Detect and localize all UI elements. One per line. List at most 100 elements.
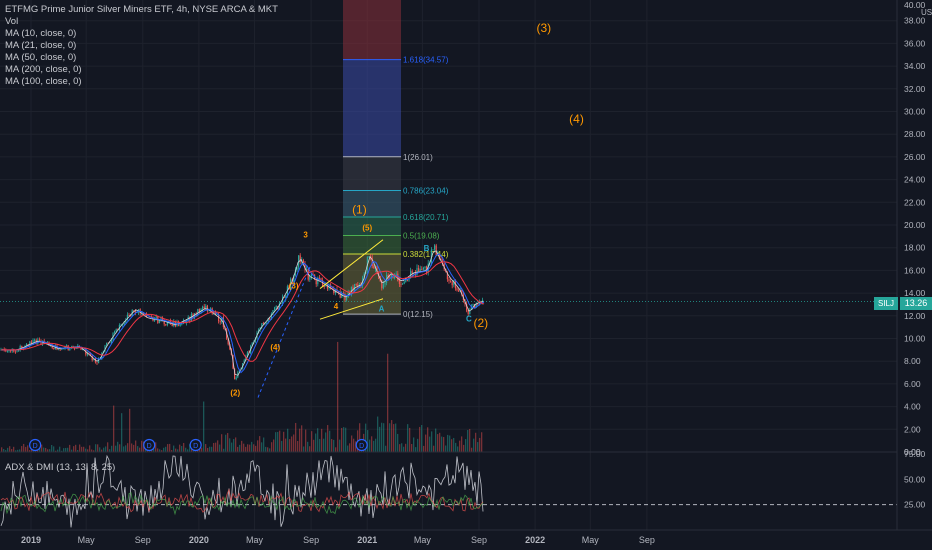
candle-body <box>354 283 356 291</box>
candle-body <box>80 346 82 350</box>
time-axis-tick: May <box>582 535 600 545</box>
candle-body <box>293 275 295 282</box>
dividend-marker-label: D <box>33 443 38 450</box>
volume-bar <box>475 432 477 452</box>
candle-body <box>344 294 346 301</box>
candle-body <box>298 255 300 268</box>
candle-body <box>160 317 162 321</box>
candle-body <box>323 286 325 288</box>
candle-body <box>38 339 40 341</box>
candle-body <box>149 315 151 317</box>
volume-bar <box>371 436 373 452</box>
candle-body <box>10 350 12 352</box>
volume-bar <box>19 449 21 452</box>
legend-volume[interactable]: Vol <box>5 16 19 27</box>
candle-body <box>133 310 135 312</box>
price-axis-tick: 28.00 <box>904 129 926 139</box>
fib-zone <box>343 216 401 236</box>
candle-body <box>262 323 264 325</box>
price-axis-tick: 6.00 <box>904 379 921 389</box>
candle-body <box>77 345 79 347</box>
candle-body <box>325 285 327 287</box>
candle-body <box>451 282 453 286</box>
volume-bar <box>473 438 475 452</box>
dividend-marker <box>189 438 202 452</box>
volume-bar <box>207 447 209 452</box>
candle-body <box>171 322 173 326</box>
volume-bar <box>317 428 319 452</box>
legend-ma-21[interactable]: MA (21, close, 0) <box>5 40 77 51</box>
candle-body <box>270 313 272 320</box>
candle-body <box>261 323 263 328</box>
ticker-tag: SILJ <box>874 297 898 310</box>
candle-body <box>320 278 322 281</box>
candle-body <box>19 345 21 351</box>
candle-body <box>285 295 287 298</box>
price-axis-tick: 34.00 <box>904 61 926 71</box>
candle-body <box>304 263 306 270</box>
candle-body <box>130 314 132 317</box>
candle-body <box>128 314 130 316</box>
volume-bar <box>383 423 385 452</box>
volume-bar <box>457 446 459 452</box>
candle-body <box>384 282 386 285</box>
candle-body <box>422 267 424 270</box>
candle-body <box>186 320 188 324</box>
candle-body <box>208 309 210 312</box>
candle-body <box>194 313 196 319</box>
legend-ma-50[interactable]: MA (50, close, 0) <box>5 52 77 63</box>
volume-bar <box>441 436 443 452</box>
candle-body <box>376 266 378 273</box>
volume-bar <box>469 428 471 452</box>
volume-bar <box>335 447 337 452</box>
volume-bar <box>343 427 345 452</box>
volume-bar <box>367 430 369 452</box>
legend-ma-200[interactable]: MA (200, close, 0) <box>5 64 82 75</box>
candle-body <box>53 347 55 350</box>
candle-body <box>424 266 426 268</box>
volume-bar <box>179 444 181 452</box>
price-axis-tick: 36.00 <box>904 38 926 48</box>
volume-bar <box>373 440 375 452</box>
candle-body <box>166 321 168 326</box>
candle-body <box>18 350 20 352</box>
candle-body <box>154 319 156 321</box>
volume-bar <box>247 444 249 452</box>
volume-bar <box>155 442 157 452</box>
adx-legend[interactable]: ADX & DMI (13, 13, 8, 25) <box>5 462 116 473</box>
wave-label: (2) <box>474 316 489 330</box>
candle-body <box>394 276 396 279</box>
fib-level-label: 0.382(17.44) <box>403 250 449 259</box>
volume-bar <box>93 450 95 452</box>
volume-bar <box>459 440 461 452</box>
legend-title[interactable]: ETFMG Prime Junior Silver Miners ETF, 4h… <box>5 4 278 15</box>
candle-body <box>355 283 357 285</box>
volume-bar <box>463 444 465 452</box>
volume-bar <box>331 439 333 452</box>
fib-level-label: 0.618(20.71) <box>403 213 449 222</box>
legend-ma-100[interactable]: MA (100, close, 0) <box>5 76 82 87</box>
volume-bar <box>387 353 389 452</box>
fib-zone <box>343 0 401 60</box>
last-price-tag: 13.26 <box>900 297 932 310</box>
dividend-marker <box>143 438 156 452</box>
volume-bar <box>313 439 315 452</box>
candle-body <box>435 245 437 255</box>
candle-body <box>294 270 296 276</box>
legend-ma-10[interactable]: MA (10, close, 0) <box>5 28 77 39</box>
candle-body <box>406 279 408 281</box>
volume-axis-tick: 0.00 <box>904 447 921 457</box>
time-axis-tick: Sep <box>471 535 487 545</box>
candle-body <box>398 281 400 284</box>
candle-body <box>58 349 60 351</box>
candle-body <box>107 342 109 344</box>
price-axis-tick: 14.00 <box>904 288 926 298</box>
candle-body <box>403 281 405 284</box>
volume-bar <box>171 450 173 452</box>
price-axis-tick: 8.00 <box>904 356 921 366</box>
candle-body <box>106 342 108 346</box>
volume-bar <box>377 416 379 452</box>
volume-bar <box>133 444 135 452</box>
volume-bar <box>15 450 17 452</box>
